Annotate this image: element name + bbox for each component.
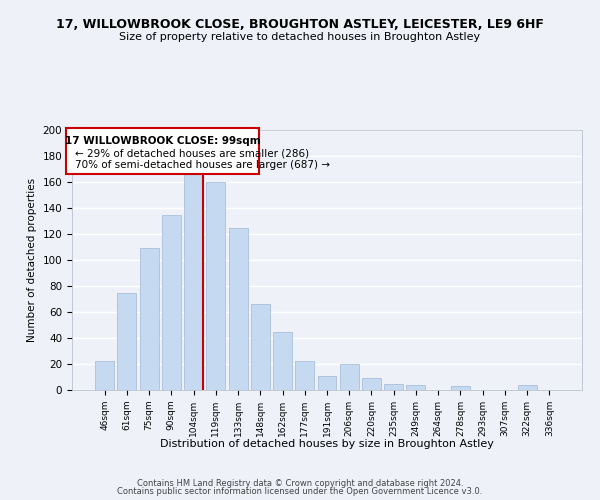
Bar (118, 292, 136, 390)
Bar (317, 376, 337, 390)
Bar (340, 364, 359, 390)
Bar (140, 248, 158, 390)
Text: Contains public sector information licensed under the Open Government Licence v3: Contains public sector information licen… (118, 487, 482, 496)
Bar (518, 385, 536, 390)
Bar (95, 362, 114, 390)
Text: ← 29% of detached houses are smaller (286): ← 29% of detached houses are smaller (28… (75, 149, 309, 159)
Bar (184, 172, 203, 390)
Bar (406, 385, 425, 390)
Bar (384, 384, 403, 390)
Text: 17 WILLOWBROOK CLOSE: 99sqm: 17 WILLOWBROOK CLOSE: 99sqm (65, 136, 260, 146)
Y-axis label: Number of detached properties: Number of detached properties (27, 178, 37, 342)
Bar (162, 214, 181, 390)
Bar (273, 332, 292, 390)
Bar (229, 228, 248, 390)
Text: 17, WILLOWBROOK CLOSE, BROUGHTON ASTLEY, LEICESTER, LE9 6HF: 17, WILLOWBROOK CLOSE, BROUGHTON ASTLEY,… (56, 18, 544, 30)
Text: 70% of semi-detached houses are larger (687) →: 70% of semi-detached houses are larger (… (75, 160, 330, 170)
Text: Contains HM Land Registry data © Crown copyright and database right 2024.: Contains HM Land Registry data © Crown c… (137, 478, 463, 488)
Bar (451, 386, 470, 390)
Bar (251, 304, 270, 390)
Bar (362, 378, 381, 390)
X-axis label: Distribution of detached houses by size in Broughton Astley: Distribution of detached houses by size … (160, 439, 494, 449)
Bar (295, 362, 314, 390)
Text: Size of property relative to detached houses in Broughton Astley: Size of property relative to detached ho… (119, 32, 481, 42)
Bar (206, 182, 225, 390)
